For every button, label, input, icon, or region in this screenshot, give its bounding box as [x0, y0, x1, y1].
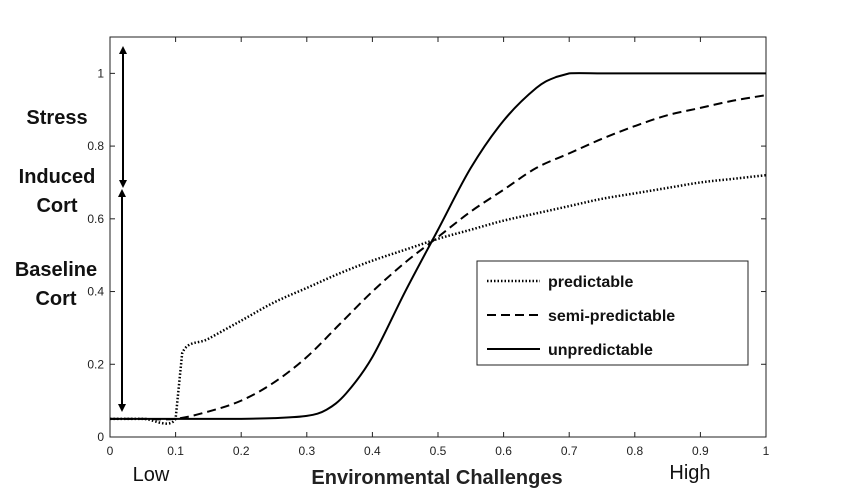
x-tick-label: 0.5	[430, 444, 447, 458]
x-tick-label: 0.4	[364, 444, 381, 458]
legend: predictable semi-predictable unpredictab…	[476, 260, 749, 366]
x-tick-label: 0	[107, 444, 114, 458]
legend-label-predictable: predictable	[548, 274, 633, 291]
legend-box	[476, 260, 749, 366]
y-tick-label: 0.6	[87, 212, 104, 226]
series-line-semi-predictable	[109, 94, 767, 421]
legend-label-semi-predictable: semi-predictable	[548, 308, 675, 325]
x-axis-label: Environmental Challenges	[311, 467, 562, 489]
legend-label-unpredictable: unpredictable	[548, 342, 653, 359]
y-axis: 0 0.2 0.4 0.6 0.8 1	[87, 66, 766, 444]
stress-label-line-1: Stress	[26, 107, 87, 129]
y-tick-label: 0	[97, 430, 104, 444]
x-high-label: High	[669, 462, 710, 484]
y-tick-label: 0.8	[87, 139, 104, 153]
x-axis: 0 0.1 0.2 0.3 0.4 0.5 0.6 0.7 0.8 0.9 1	[107, 37, 770, 458]
stress-label-line-2: Induced	[19, 166, 96, 188]
plot-frame	[109, 36, 767, 438]
x-tick-label: 0.2	[233, 444, 250, 458]
baseline-label-line-2: Cort	[35, 288, 76, 310]
y-tick-label: 0.4	[87, 285, 104, 299]
stress-label-line-3: Cort	[36, 195, 77, 217]
x-tick-label: 0.9	[692, 444, 709, 458]
x-tick-label: 0.8	[626, 444, 643, 458]
x-tick-label: 0.6	[495, 444, 512, 458]
series-line-predictable	[109, 173, 767, 425]
x-tick-label: 1	[763, 444, 770, 458]
series-lines	[109, 72, 767, 425]
x-tick-label: 0.3	[298, 444, 315, 458]
x-low-label: Low	[133, 464, 170, 486]
x-tick-label: 0.1	[167, 444, 184, 458]
x-tick-label: 0.7	[561, 444, 578, 458]
side-annotations: Stress Induced Cort Baseline Cort	[15, 46, 127, 412]
baseline-label-line-1: Baseline	[15, 259, 97, 281]
y-tick-label: 1	[97, 66, 104, 80]
series-line-unpredictable	[109, 72, 766, 420]
y-tick-label: 0.2	[87, 357, 104, 371]
